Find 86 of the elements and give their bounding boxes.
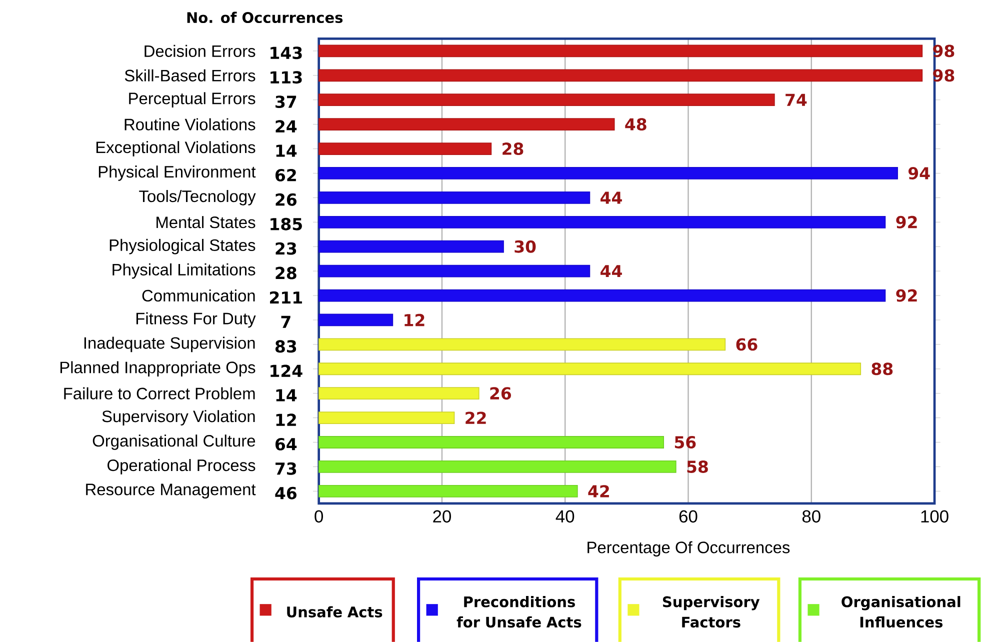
x-tick-label: 60 [679,510,698,523]
data-label: 30 [514,240,536,253]
x-tick-label: 100 [921,510,948,523]
y-tick-label: Operational Process [108,459,256,474]
text: 14 [276,144,297,157]
bar [318,264,590,278]
data-label: 42 [588,485,609,498]
text: 46 [275,486,296,500]
data-label: 12 [404,314,424,326]
bar [318,460,676,473]
bar [318,69,923,82]
data-label: 28 [502,142,524,156]
bar [318,362,862,376]
y-tick-label: Physical Environment [98,166,256,181]
text: 124 [270,364,302,378]
y-tick-label: Perceptual Errors [129,92,256,108]
x-tick-label: 0 [314,510,323,523]
y-tick-label: Resource Management [86,484,256,499]
bar [318,412,455,424]
y-tick-label: Supervisory Violation [102,410,255,426]
text: 14 [276,389,297,402]
text: 7 [281,316,290,328]
bar [318,167,898,180]
data-label: 44 [600,265,622,278]
data-label: 92 [896,216,917,228]
bar [318,387,480,400]
data-label: 26 [490,387,511,400]
text: 24 [276,120,297,132]
bar [318,338,726,351]
x-tick-label: 20 [433,510,451,523]
x-tick-label: 80 [802,510,820,523]
text: 64 [275,438,297,450]
y-tick-label: Decision Errors [144,44,256,58]
bar [318,216,886,228]
y-tick-label: Tools/Tecnology [139,190,256,206]
text: 37 [276,96,296,108]
data-label: 92 [896,289,917,302]
data-label: 74 [786,94,807,106]
text: 83 [275,340,296,353]
bar [318,436,664,449]
x-tick-label: 40 [556,510,574,523]
y-tick-label: Physiological States [110,239,256,254]
text: 143 [270,46,302,60]
text: 62 [275,169,296,182]
bar [318,485,578,498]
bar [318,192,590,204]
y-tick-label: Physical Limitations [112,263,256,279]
y-tick-label: Organisational Culture [92,434,256,450]
text: 211 [270,291,302,304]
legend-label: Supervisory Factors [662,596,760,628]
y-tick-label: Inadequate Supervision [84,336,255,352]
data-label: 44 [600,192,622,204]
data-label: 58 [687,460,708,474]
y-tick-label: Fitness For Duty [136,312,256,328]
y-tick-label: Communication [142,290,255,302]
text: 12 [276,414,296,426]
bar [318,94,775,106]
text: 185 [270,218,302,230]
bar [318,118,615,131]
legend-label: Preconditions for Unsafe Acts [456,596,582,628]
y-tick-label: Failure to Correct Problem [64,387,255,400]
data-label: 94 [908,167,930,180]
legend-label: Organisational Influences [842,596,960,628]
bar [318,240,504,253]
bar [318,314,394,326]
data-label: 48 [625,118,646,131]
bar [318,142,492,156]
text: 113 [270,71,302,84]
legend-label: Unsafe Acts [287,606,382,618]
y-tick-label: Skill-Based Errors [124,69,256,82]
bar [318,289,886,302]
y-tick-label: Routine Violations [124,118,256,130]
text: 73 [276,462,296,475]
text: 23 [276,242,296,255]
y-tick-label: Exceptional Violations [96,141,256,157]
text: 26 [276,193,296,206]
data-label: 22 [466,412,486,424]
data-label: 88 [872,362,893,376]
text: 28 [276,266,296,280]
data-label: 66 [736,338,758,351]
x-axis-title: Percentage Of Occurrences [588,541,790,557]
data-label: 56 [674,436,696,449]
y-tick-label: Planned Inappropriate Ops [60,361,256,377]
bar [318,44,923,58]
y-tick-label: Mental States [156,216,256,228]
chart-title: No. of Occurrences [187,12,343,24]
